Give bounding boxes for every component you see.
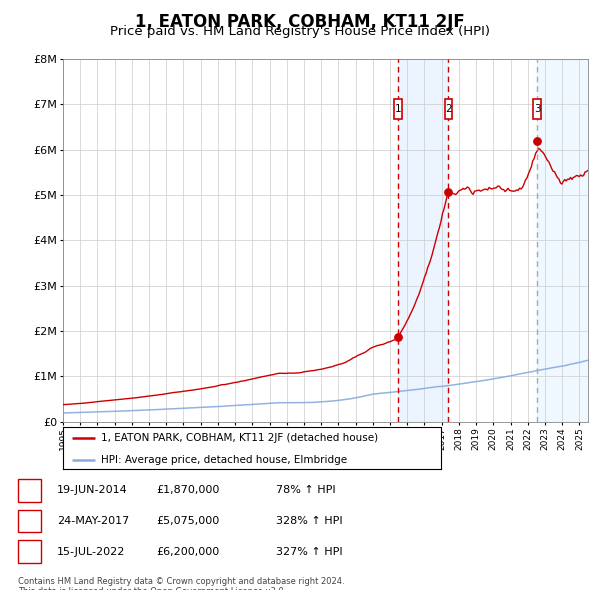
Text: 327% ↑ HPI: 327% ↑ HPI bbox=[276, 547, 343, 556]
Text: 24-MAY-2017: 24-MAY-2017 bbox=[57, 516, 129, 526]
Point bbox=[532, 136, 542, 145]
Text: 1, EATON PARK, COBHAM, KT11 2JF (detached house): 1, EATON PARK, COBHAM, KT11 2JF (detache… bbox=[101, 433, 378, 443]
Text: 15-JUL-2022: 15-JUL-2022 bbox=[57, 547, 125, 556]
Bar bbox=[537, 59, 588, 422]
Text: 2: 2 bbox=[445, 104, 452, 114]
Point bbox=[443, 187, 453, 196]
Text: HPI: Average price, detached house, Elmbridge: HPI: Average price, detached house, Elmb… bbox=[101, 455, 347, 465]
Text: Price paid vs. HM Land Registry's House Price Index (HPI): Price paid vs. HM Land Registry's House … bbox=[110, 25, 490, 38]
Bar bbox=[445, 99, 452, 119]
Bar bbox=[398, 59, 448, 422]
Text: 1: 1 bbox=[26, 486, 33, 495]
Bar bbox=[394, 99, 402, 119]
Text: 2: 2 bbox=[26, 516, 33, 526]
Text: £6,200,000: £6,200,000 bbox=[156, 547, 219, 556]
Text: 19-JUN-2014: 19-JUN-2014 bbox=[57, 486, 128, 495]
Point bbox=[393, 332, 403, 342]
Text: 1, EATON PARK, COBHAM, KT11 2JF: 1, EATON PARK, COBHAM, KT11 2JF bbox=[135, 13, 465, 31]
Text: 1: 1 bbox=[395, 104, 401, 114]
Text: 3: 3 bbox=[26, 547, 33, 556]
Text: Contains HM Land Registry data © Crown copyright and database right 2024.
This d: Contains HM Land Registry data © Crown c… bbox=[18, 577, 344, 590]
Bar bbox=[533, 99, 541, 119]
Text: 328% ↑ HPI: 328% ↑ HPI bbox=[276, 516, 343, 526]
Text: 3: 3 bbox=[534, 104, 541, 114]
Text: £5,075,000: £5,075,000 bbox=[156, 516, 219, 526]
Text: £1,870,000: £1,870,000 bbox=[156, 486, 220, 495]
Text: 78% ↑ HPI: 78% ↑ HPI bbox=[276, 486, 335, 495]
